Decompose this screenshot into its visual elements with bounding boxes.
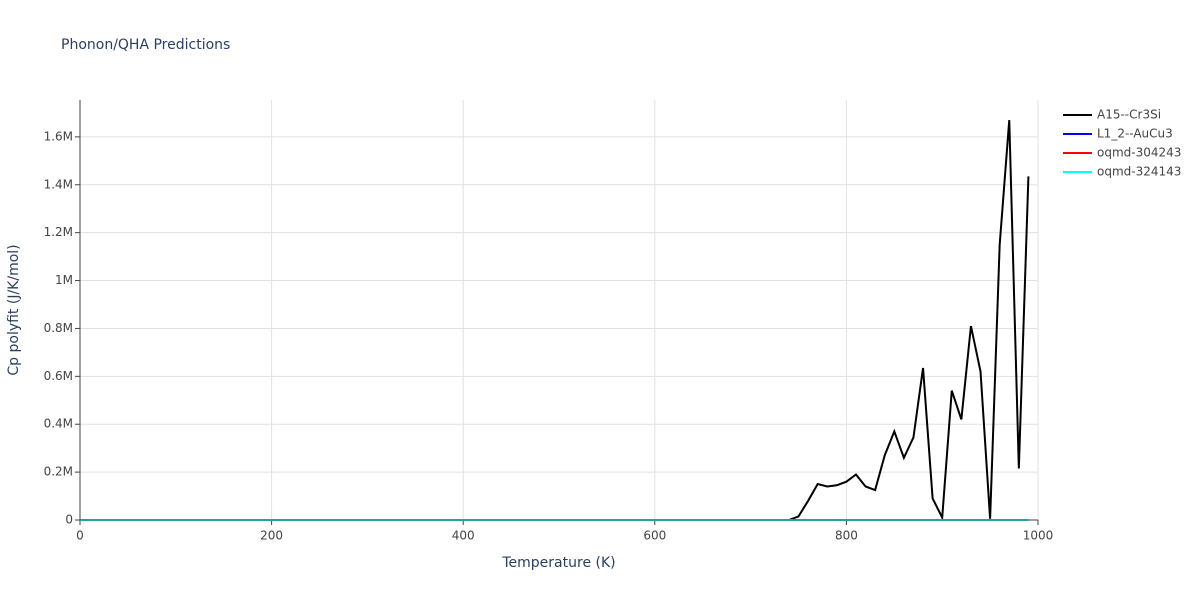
x-tick-label: 200 <box>260 529 283 543</box>
plot-area <box>80 120 1030 522</box>
grid <box>75 100 1039 525</box>
x-tick-label: 1000 <box>1023 529 1054 543</box>
y-tick-label: 1.6M <box>44 129 73 143</box>
x-tick-label: 600 <box>643 529 666 543</box>
legend-label: oqmd-324143 <box>1097 165 1181 179</box>
legend: A15--Cr3Si L1_2--AuCu3 oqmd-304243 oqmd-324… <box>1063 108 1181 179</box>
y-tick-label: 1M <box>55 273 73 287</box>
legend-label: L1_2--AuCu3 <box>1097 127 1173 141</box>
x-tick-label: 0 <box>76 529 84 543</box>
x-tick-label: 400 <box>452 529 475 543</box>
y-tick-label: 0.4M <box>44 417 73 431</box>
y-axis-title: Cp polyfit (J/K/mol) <box>6 244 22 375</box>
y-tick-label: 0.2M <box>44 465 73 479</box>
y-tick-label: 1.2M <box>44 225 73 239</box>
y-tick-label: 0 <box>65 513 73 527</box>
legend-label: A15--Cr3Si <box>1097 108 1161 122</box>
x-axis-title: Temperature (K) <box>501 555 615 571</box>
y-tick-label: 0.8M <box>44 321 73 335</box>
x-tick-label: 800 <box>835 529 858 543</box>
y-tick-label: 0.6M <box>44 369 73 383</box>
y-tick-label: 1.4M <box>44 177 73 191</box>
legend-label: oqmd-304243 <box>1097 146 1181 160</box>
data-line <box>80 120 1030 522</box>
chart-title: Phonon/QHA Predictions <box>61 37 230 53</box>
